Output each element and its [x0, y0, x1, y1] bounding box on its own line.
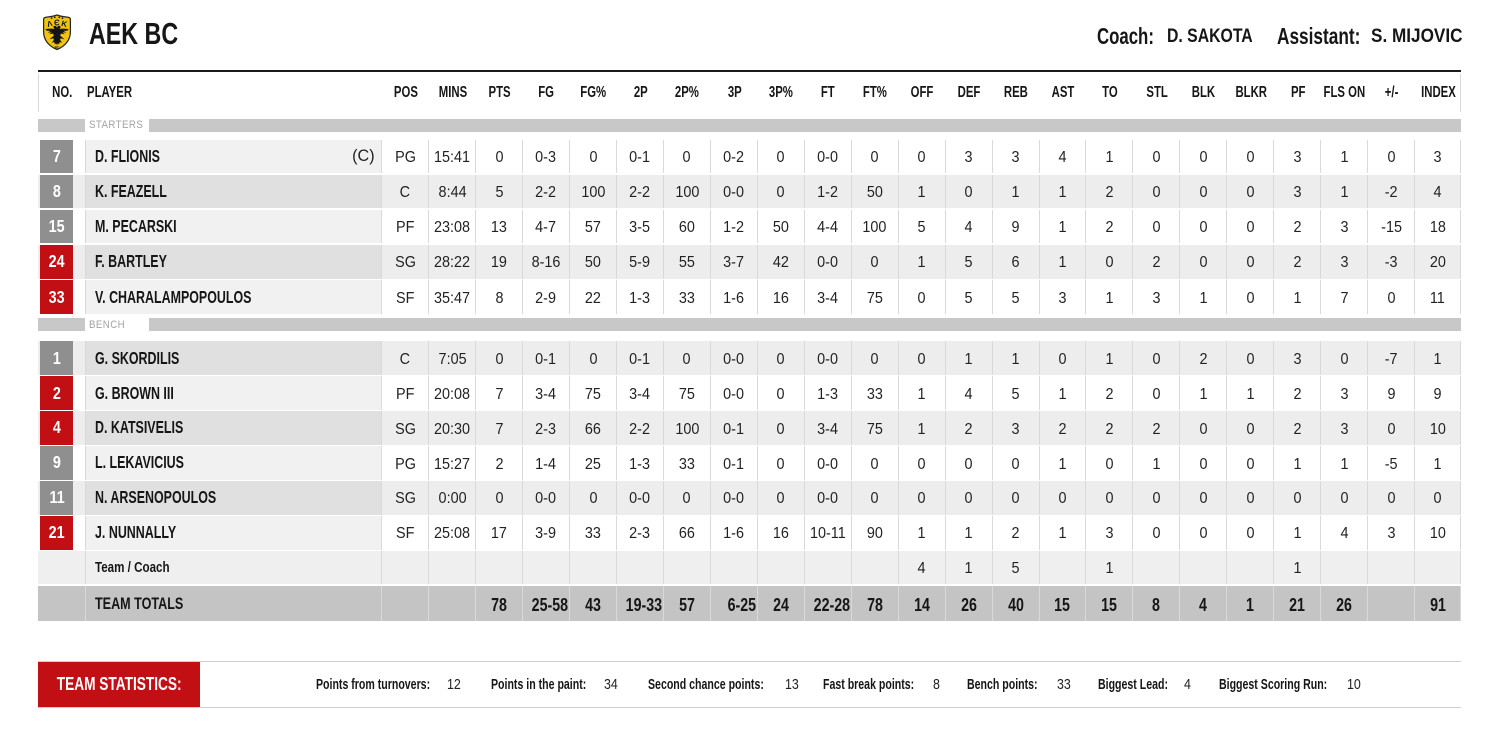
svg-text:BC: BC	[55, 45, 60, 49]
svg-text:K: K	[60, 19, 68, 29]
svg-text:Є: Є	[54, 18, 60, 27]
svg-text:Λ: Λ	[46, 19, 54, 29]
